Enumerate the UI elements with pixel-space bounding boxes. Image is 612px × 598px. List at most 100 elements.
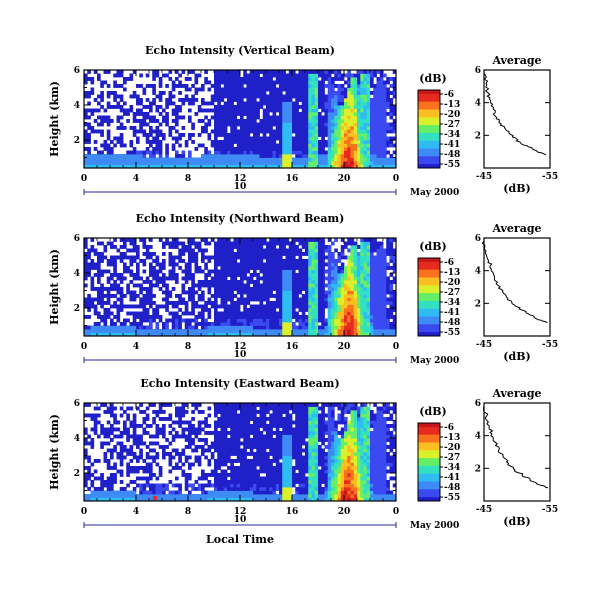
heatmap-cell [106, 101, 111, 106]
heatmap-cell [279, 164, 283, 169]
heatmap-cell [158, 410, 163, 414]
heatmap-cell [292, 276, 296, 281]
heatmap-cell [340, 308, 345, 312]
heatmap-cell [295, 101, 299, 106]
heatmap-cell [197, 161, 202, 165]
heatmap-cell [227, 283, 231, 288]
heatmap-cell [360, 136, 364, 141]
heatmap-cell [327, 84, 332, 88]
heatmap-cell [132, 315, 137, 319]
heatmap-cell [106, 115, 111, 120]
heatmap-cell [272, 115, 277, 120]
heatmap-cell [272, 329, 277, 333]
heatmap-cell [301, 84, 306, 88]
heatmap-cell [360, 101, 364, 106]
heatmap-cell [110, 241, 114, 246]
heatmap-cell [324, 325, 329, 330]
heatmap-cell [288, 252, 293, 256]
heatmap-cell [363, 283, 368, 288]
heatmap-cell [379, 129, 384, 134]
heatmap-cell [84, 283, 88, 288]
heatmap-cell [282, 238, 286, 242]
heatmap-cell [113, 105, 117, 109]
heatmap-cell [376, 101, 381, 106]
heatmap-cell [162, 410, 166, 414]
heatmap-cell [366, 311, 371, 316]
heatmap-cell [220, 315, 225, 319]
heatmap-cell [201, 325, 205, 330]
heatmap-cell [227, 101, 231, 106]
heatmap-cell [249, 154, 254, 158]
heatmap-cell [389, 245, 394, 249]
heatmap-cell [142, 459, 147, 463]
heatmap-cell [126, 497, 130, 502]
heatmap-cell [165, 452, 169, 456]
heatmap-cell [207, 108, 212, 113]
heatmap-cell [145, 483, 150, 488]
heatmap-cell [243, 315, 247, 319]
heatmap-cell [292, 115, 296, 120]
heatmap-cell [220, 140, 225, 144]
heatmap-cell [259, 304, 264, 309]
heatmap-cell [175, 112, 179, 116]
heatmap-cell [113, 329, 117, 333]
heatmap-cell [266, 161, 270, 165]
heatmap-cell [337, 157, 342, 162]
colorbar-band [418, 308, 440, 312]
heatmap-cell [168, 94, 173, 99]
panel-title: Echo Intensity (Eastward Beam) [140, 377, 339, 390]
heatmap-cell [171, 119, 176, 123]
heatmap-cell [214, 154, 218, 158]
heatmap-cell [119, 287, 124, 291]
heatmap-cell [353, 133, 358, 137]
heatmap-cell [259, 122, 264, 127]
heatmap-cell [295, 245, 299, 249]
heatmap-cell [337, 252, 342, 256]
heatmap-cell [373, 248, 377, 253]
heatmap-cell [220, 108, 225, 113]
heatmap-cell [353, 87, 358, 92]
heatmap-cell [331, 315, 335, 319]
colorbar-band [418, 166, 440, 169]
heatmap-cell [116, 287, 121, 291]
heatmap-cell [295, 150, 299, 155]
heatmap-cell [321, 133, 325, 137]
heatmap-cell [162, 283, 166, 288]
heatmap-cell [136, 459, 140, 463]
heatmap-cell [379, 133, 384, 137]
heatmap-cell [217, 161, 221, 165]
heatmap-cell [90, 462, 95, 467]
heatmap-cell [181, 161, 186, 165]
heatmap-cell [379, 315, 384, 319]
heatmap-cell [165, 487, 169, 491]
heatmap-cell [90, 301, 95, 305]
heatmap-cell [171, 241, 176, 246]
heatmap-cell [347, 308, 351, 312]
heatmap-cell [188, 101, 192, 106]
heatmap-cell [308, 266, 312, 270]
heatmap-cell [201, 87, 205, 92]
heatmap-cell [168, 497, 173, 502]
heatmap-cell [392, 105, 397, 109]
heatmap-cell [158, 427, 163, 432]
heatmap-cell [214, 301, 218, 305]
heatmap-cell [318, 98, 322, 102]
heatmap-cell [155, 140, 160, 144]
heatmap-cell [324, 164, 329, 169]
heatmap-cell [246, 115, 251, 120]
heatmap-cell [262, 325, 267, 330]
heatmap-cell [217, 245, 221, 249]
heatmap-cell [249, 126, 254, 130]
heatmap-cell [162, 322, 166, 326]
colorbar-band [418, 134, 440, 138]
heatmap-cell [360, 315, 364, 319]
heatmap-cell [272, 322, 277, 326]
heatmap-cell [204, 150, 208, 155]
heatmap-cell [383, 157, 387, 162]
profile-x-tick-label: -55 [542, 340, 558, 350]
heatmap-cell [249, 294, 254, 298]
heatmap-cell [178, 157, 182, 162]
heatmap-cell [113, 434, 117, 439]
heatmap-cell [383, 87, 387, 92]
heatmap-cell [376, 91, 381, 95]
